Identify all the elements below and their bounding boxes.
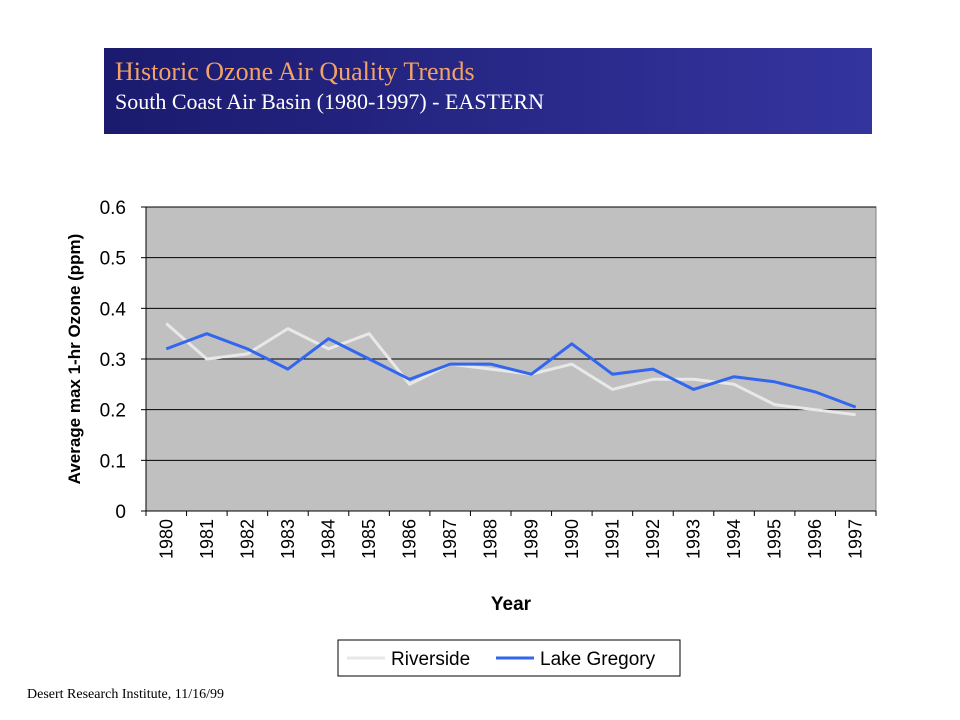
series-lines — [165, 322, 857, 417]
y-tick-label: 0.1 — [100, 451, 126, 472]
x-axis-label: Year — [491, 594, 532, 615]
y-tick-label: 0.4 — [100, 299, 127, 320]
legend-label-lake-gregory: Lake Gregory — [540, 649, 656, 670]
y-axis-label: Average max 1-hr Ozone (ppm) — [65, 234, 84, 485]
x-tick-label: 1997 — [846, 519, 866, 559]
y-tick-label: 0.5 — [100, 249, 126, 270]
x-tick-label: 1994 — [724, 519, 744, 559]
x-tick-label: 1984 — [319, 519, 339, 559]
series-line-riverside — [165, 322, 856, 417]
x-tick-label: 1983 — [278, 519, 298, 559]
title-banner: Historic Ozone Air Quality Trends South … — [104, 48, 872, 134]
slide-title: Historic Ozone Air Quality Trends — [115, 57, 475, 86]
x-tick-label: 1980 — [156, 519, 176, 559]
x-tick-label: 1985 — [359, 519, 379, 559]
x-tick-label: 1996 — [805, 519, 825, 559]
y-tick-label: 0.2 — [100, 401, 126, 422]
slide-subtitle: South Coast Air Basin (1980-1997) - EAST… — [115, 89, 544, 114]
legend: Riverside Lake Gregory — [337, 639, 681, 677]
x-tick-label: 1989 — [521, 519, 541, 559]
x-tick-label: 1982 — [237, 519, 257, 559]
x-tick-label: 1995 — [765, 519, 785, 559]
y-axis-ticks: 0 0.1 0.2 0.3 0.4 0.5 0.6 — [100, 198, 146, 523]
x-tick-label: 1991 — [602, 519, 622, 559]
x-tick-label: 1988 — [481, 519, 501, 559]
x-tick-label: 1981 — [197, 519, 217, 559]
series-line-lake-gregory — [165, 332, 857, 409]
y-tick-label: 0.6 — [100, 198, 126, 219]
y-tick-label: 0 — [115, 502, 126, 523]
footer-credit: Desert Research Institute, 11/16/99 — [27, 687, 224, 702]
x-tick-label: 1986 — [400, 519, 420, 559]
legend-label-riverside: Riverside — [391, 649, 470, 670]
x-tick-label: 1993 — [684, 519, 704, 559]
y-tick-label: 0.3 — [100, 350, 126, 371]
x-axis-ticks: 1980 1981 1982 1983 1984 1985 1986 1987 1988 1989… — [145, 511, 877, 559]
x-tick-label: 1987 — [440, 519, 460, 559]
x-tick-label: 1990 — [562, 519, 582, 559]
x-tick-label: 1992 — [643, 519, 663, 559]
